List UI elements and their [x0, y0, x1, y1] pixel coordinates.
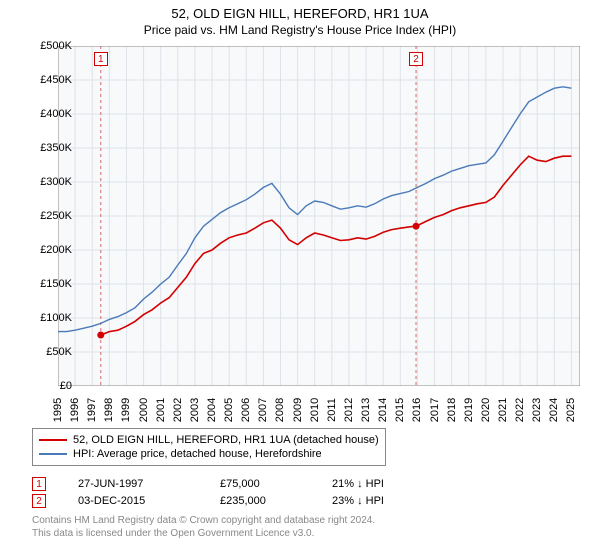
x-axis-tick: 2010	[309, 398, 321, 422]
footer-line-2: This data is licensed under the Open Gov…	[32, 527, 580, 540]
y-axis-tick: £250K	[40, 210, 72, 222]
sale-marker-top: 2	[409, 52, 423, 66]
y-axis-tick: £200K	[40, 244, 72, 256]
x-axis-tick: 1998	[103, 398, 115, 422]
x-axis-tick: 2018	[446, 398, 458, 422]
x-axis-tick: 2012	[343, 398, 355, 422]
x-axis-tick: 2021	[497, 398, 509, 422]
y-axis-tick: £300K	[40, 176, 72, 188]
x-axis-tick: 2016	[411, 398, 423, 422]
x-axis-tick: 2002	[172, 398, 184, 422]
y-axis-tick: £0	[60, 380, 72, 392]
x-axis-tick: 2009	[292, 398, 304, 422]
y-axis-tick: £450K	[40, 74, 72, 86]
x-axis-tick: 2015	[394, 398, 406, 422]
x-axis-tick: 1996	[69, 398, 81, 422]
legend-swatch	[39, 453, 67, 455]
sale-marker-top: 1	[94, 52, 108, 66]
x-axis-tick: 2017	[429, 398, 441, 422]
y-axis-tick: £400K	[40, 108, 72, 120]
sale-date: 03-DEC-2015	[78, 495, 188, 507]
x-axis-tick: 1995	[52, 398, 64, 422]
chart-title: 52, OLD EIGN HILL, HEREFORD, HR1 1UA	[0, 6, 600, 21]
x-axis-tick: 2022	[514, 398, 526, 422]
x-axis-tick: 2008	[274, 398, 286, 422]
x-axis-tick: 1997	[86, 398, 98, 422]
sale-delta: 21% ↓ HPI	[332, 478, 384, 490]
legend-item: 52, OLD EIGN HILL, HEREFORD, HR1 1UA (de…	[39, 433, 379, 447]
sale-row: 1 27-JUN-1997 £75,000 21% ↓ HPI	[32, 477, 580, 491]
legend-item: HPI: Average price, detached house, Here…	[39, 447, 379, 461]
sale-price: £75,000	[220, 478, 300, 490]
x-axis-tick: 2019	[463, 398, 475, 422]
y-axis-tick: £50K	[46, 346, 72, 358]
x-axis-tick: 2001	[155, 398, 167, 422]
x-axis-tick: 2013	[360, 398, 372, 422]
x-axis-tick: 2025	[565, 398, 577, 422]
x-axis-tick: 2004	[206, 398, 218, 422]
x-axis-tick: 2000	[138, 398, 150, 422]
sale-row: 2 03-DEC-2015 £235,000 23% ↓ HPI	[32, 494, 580, 508]
x-axis-tick: 2023	[531, 398, 543, 422]
y-axis-tick: £500K	[40, 40, 72, 52]
footer-text: Contains HM Land Registry data © Crown c…	[32, 514, 580, 540]
sale-delta: 23% ↓ HPI	[332, 495, 384, 507]
x-axis-tick: 2003	[189, 398, 201, 422]
legend-label: 52, OLD EIGN HILL, HEREFORD, HR1 1UA (de…	[73, 434, 379, 446]
x-axis-tick: 2006	[240, 398, 252, 422]
footer-line-1: Contains HM Land Registry data © Crown c…	[32, 514, 580, 527]
legend-swatch	[39, 439, 67, 441]
legend-label: HPI: Average price, detached house, Here…	[73, 448, 322, 460]
y-axis-tick: £100K	[40, 312, 72, 324]
x-axis-tick: 2014	[377, 398, 389, 422]
sale-date: 27-JUN-1997	[78, 478, 188, 490]
legend-box: 52, OLD EIGN HILL, HEREFORD, HR1 1UA (de…	[32, 428, 386, 466]
x-axis-tick: 2007	[257, 398, 269, 422]
x-axis-tick: 1999	[120, 398, 132, 422]
x-axis-tick: 2011	[326, 398, 338, 422]
y-axis-tick: £350K	[40, 142, 72, 154]
sale-marker-icon: 2	[32, 494, 46, 508]
chart-plot	[58, 46, 580, 386]
sale-marker-icon: 1	[32, 477, 46, 491]
x-axis-tick: 2020	[480, 398, 492, 422]
y-axis-tick: £150K	[40, 278, 72, 290]
x-axis-tick: 2024	[548, 398, 560, 422]
chart-subtitle: Price paid vs. HM Land Registry's House …	[0, 23, 600, 37]
sale-price: £235,000	[220, 495, 300, 507]
x-axis-tick: 2005	[223, 398, 235, 422]
